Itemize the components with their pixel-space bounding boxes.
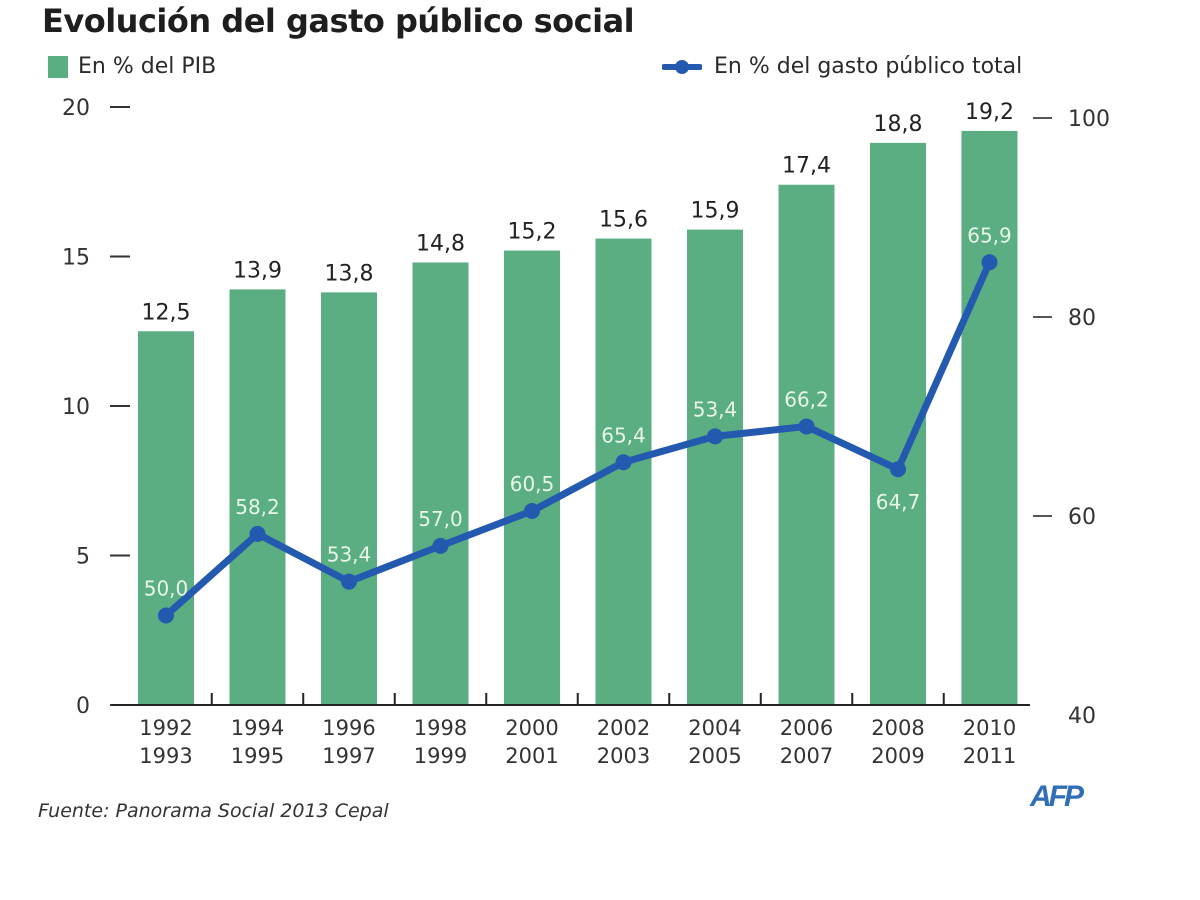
- bar: [138, 331, 194, 705]
- bar-value-label: 15,9: [691, 199, 740, 224]
- line-value-label: 58,2: [235, 495, 280, 519]
- x-tick-label-bottom: 1999: [414, 744, 467, 768]
- y-right-tick-label: 40: [1068, 704, 1096, 729]
- line-value-label: 53,4: [693, 397, 738, 421]
- bar: [412, 262, 469, 705]
- line-point: [341, 573, 357, 590]
- x-tick-label-top: 2006: [780, 716, 833, 740]
- x-tick-label-bottom: 2003: [597, 744, 650, 768]
- x-tick-label-bottom: 2011: [963, 744, 1016, 768]
- line-point: [798, 418, 815, 435]
- bar-value-label: 13,8: [325, 261, 374, 286]
- y-right-tick-label: 60: [1068, 505, 1096, 530]
- line-point: [524, 503, 540, 520]
- x-tick-label-top: 1996: [322, 716, 375, 740]
- legend-label-pib: En % del PIB: [78, 54, 217, 79]
- line-value-label: 65,9: [967, 223, 1012, 247]
- x-tick-label-bottom: 1997: [322, 744, 375, 768]
- bar: [961, 130, 1018, 706]
- bar-value-label: 15,2: [508, 220, 557, 245]
- x-tick-label-top: 1998: [414, 716, 467, 740]
- legend-item-gasto-total: En % del gasto público total: [662, 54, 1022, 79]
- x-tick-label-bottom: 2009: [871, 744, 924, 768]
- y-left-tick-label: 0: [76, 694, 90, 719]
- bar-value-label: 13,9: [233, 258, 282, 283]
- y-left-tick-label: 10: [62, 395, 90, 420]
- bar-value-label: 15,6: [599, 208, 648, 233]
- bar-value-label: 19,2: [965, 100, 1014, 125]
- line-point: [890, 461, 906, 478]
- bar: [321, 292, 377, 705]
- y-left-tick-label: 15: [62, 246, 90, 271]
- x-tick-label-bottom: 2005: [688, 744, 741, 768]
- line-point: [432, 537, 449, 554]
- line-value-label: 57,0: [418, 507, 463, 531]
- x-tick-label-bottom: 2007: [780, 744, 833, 768]
- x-tick-label-bottom: 2001: [505, 744, 558, 768]
- legend-bar-swatch: [48, 55, 68, 78]
- bar: [504, 250, 560, 705]
- x-tick-label-top: 2002: [597, 716, 650, 740]
- line-series-gasto-total: [162, 258, 993, 619]
- line-value-label: 53,4: [327, 543, 372, 567]
- legend-line-swatch: [662, 56, 702, 78]
- x-tick-label-top: 2008: [871, 716, 924, 740]
- x-tick-label-bottom: 1995: [231, 744, 284, 768]
- line-point: [707, 428, 723, 445]
- afp-logo: AFP: [1030, 780, 1084, 813]
- bar-value-label: 17,4: [782, 154, 831, 179]
- line-point: [249, 525, 266, 542]
- legend-item-pib: En % del PIB: [48, 54, 216, 79]
- x-tick-label-top: 2004: [688, 716, 741, 740]
- x-tick-label-top: 1994: [231, 716, 284, 740]
- x-tick-label-top: 2010: [963, 716, 1016, 740]
- x-tick-label-top: 1992: [139, 716, 192, 740]
- x-tick-label-top: 2000: [505, 716, 558, 740]
- line-value-label: 66,2: [784, 387, 829, 411]
- bar: [778, 184, 835, 706]
- chart-title: Evolución del gasto público social: [42, 2, 635, 40]
- bar: [687, 229, 743, 705]
- line-value-label: 64,7: [876, 490, 921, 514]
- y-left-tick-label: 5: [76, 545, 90, 570]
- bar-value-label: 18,8: [874, 112, 923, 137]
- bar-value-label: 12,5: [142, 300, 191, 325]
- line-value-label: 50,0: [144, 577, 189, 601]
- line-point: [981, 254, 998, 271]
- line-value-label: 65,4: [601, 423, 646, 447]
- bar: [229, 289, 286, 705]
- line-point: [615, 454, 632, 471]
- source-note: Fuente: Panorama Social 2013 Cepal: [38, 800, 389, 822]
- y-left-tick-label: 20: [62, 96, 90, 121]
- legend-label-gasto-total: En % del gasto público total: [714, 54, 1023, 79]
- y-right-tick-label: 80: [1068, 306, 1096, 331]
- bar-value-label: 14,8: [416, 231, 465, 256]
- x-tick-label-bottom: 1993: [139, 744, 192, 768]
- y-right-tick-label: 100: [1068, 107, 1110, 132]
- line-point: [158, 607, 174, 624]
- line-value-label: 60,5: [510, 472, 555, 496]
